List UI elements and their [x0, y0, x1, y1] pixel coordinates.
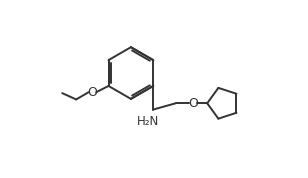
Text: H₂N: H₂N — [136, 115, 159, 128]
Text: O: O — [188, 97, 198, 110]
Text: O: O — [87, 86, 97, 99]
